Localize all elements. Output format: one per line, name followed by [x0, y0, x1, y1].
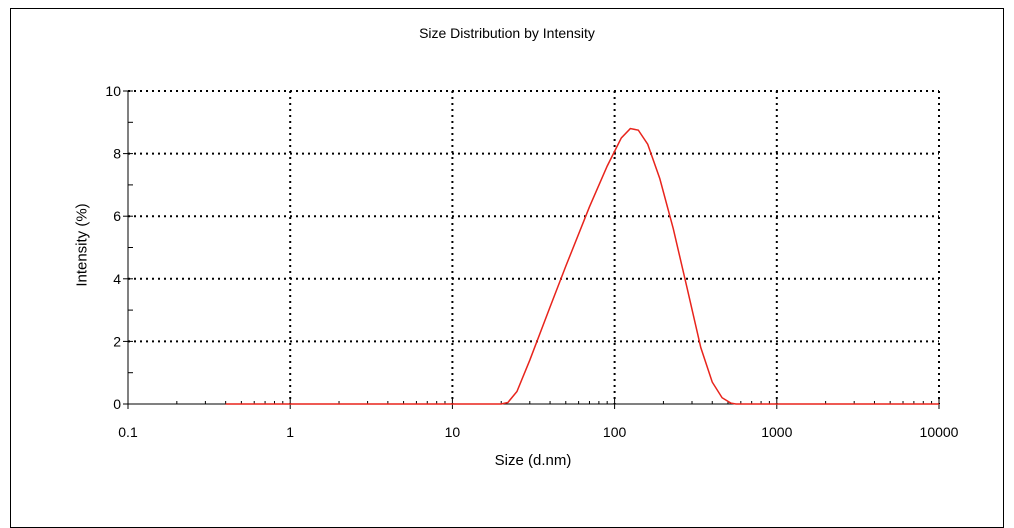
chart-title: Size Distribution by Intensity [419, 25, 595, 41]
y-tick-label: 8 [113, 146, 121, 162]
intensity-series-line [225, 127, 939, 405]
x-tick-label: 10000 [920, 424, 959, 440]
x-tick-label: 1 [286, 424, 294, 440]
chart-plot: 0 2 4 6 8 10 0.1 1 10 100 1000 10000 [105, 83, 959, 440]
x-axis-label: Size (d.nm) [494, 452, 572, 469]
x-tick-label: 10 [445, 424, 461, 440]
y-tick-label: 4 [113, 271, 121, 287]
y-tick-label: 6 [113, 208, 121, 224]
y-tick-label: 0 [113, 396, 121, 412]
y-tick-label: 10 [105, 83, 121, 99]
y-tick-label: 2 [113, 333, 121, 349]
x-tick-label: 1000 [761, 424, 792, 440]
x-tick-label: 0.1 [118, 424, 138, 440]
x-tick-label: 100 [603, 424, 627, 440]
